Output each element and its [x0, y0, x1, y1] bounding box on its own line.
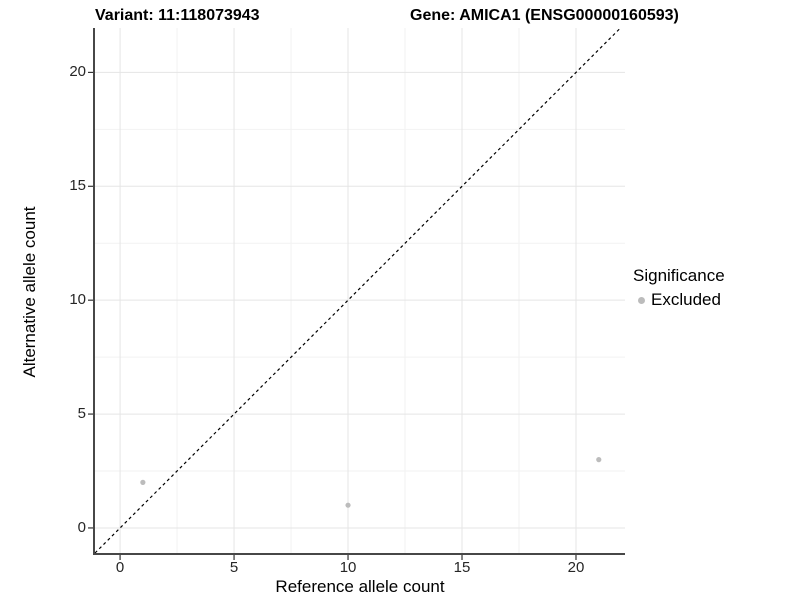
- x-tick-label: 5: [229, 559, 239, 576]
- plot-title-variant: Variant: 11:118073943: [95, 7, 260, 24]
- y-tick-label: 5: [77, 405, 86, 423]
- x-tick-label: 0: [115, 559, 125, 576]
- legend-entry-label: Excluded: [651, 290, 721, 309]
- data-point: [345, 502, 351, 508]
- identity-line: [94, 27, 621, 554]
- y-tick-label: 10: [69, 291, 86, 309]
- plot-title-gene: Gene: AMICA1 (ENSG00000160593): [410, 7, 679, 24]
- y-tick-label: 15: [69, 177, 86, 195]
- x-tick-label: 10: [339, 559, 357, 576]
- data-point: [140, 479, 146, 485]
- y-tick-label: 0: [77, 518, 86, 536]
- x-tick-label: 20: [567, 559, 585, 576]
- data-point: [596, 457, 602, 463]
- legend: Significance Excluded: [633, 266, 725, 310]
- y-axis-label: Alternative allele count: [20, 206, 39, 378]
- x-axis-label: Reference allele count: [275, 577, 445, 596]
- x-tick-label: 15: [453, 559, 471, 576]
- y-tick-label: 20: [69, 63, 86, 81]
- legend-title: Significance: [633, 266, 725, 285]
- legend-entry-excluded: Excluded: [638, 290, 725, 310]
- legend-key-dot: [638, 296, 645, 304]
